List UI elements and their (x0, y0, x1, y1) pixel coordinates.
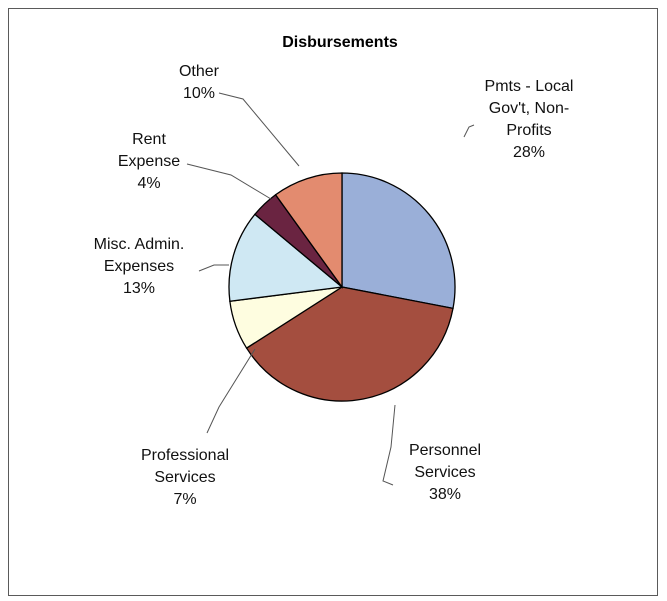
slice-label-6: Other 10% (179, 63, 220, 102)
leader-line-1 (463, 124, 475, 138)
leader-line-3 (206, 348, 256, 434)
pie-slices (228, 172, 456, 402)
leader-lines (186, 92, 475, 486)
slice-labels: Pmts - Local Gov't, Non-Profits 28% Personn… (94, 63, 574, 508)
pie-slice-1 (341, 172, 456, 310)
slice-label-2: Personnel Services 38% (409, 442, 481, 503)
slice-label-3: Professional Services 7% (141, 447, 229, 508)
pie-slice-4 (228, 213, 344, 303)
slice-label-4: Misc. Admin. Expenses 13% (94, 236, 185, 297)
slice-label-1: Pmts - Local Gov't, Non-Profits 28% (485, 78, 574, 161)
leader-line-2 (382, 404, 396, 486)
leader-line-4 (198, 264, 229, 272)
pie-chart: Disbursements Pmts - Local Gov't, Non-Pro… (94, 34, 574, 508)
pie-slice-6 (274, 172, 343, 290)
chart-frame: Disbursements Pmts - Local Gov't, Non-Pro… (8, 8, 658, 596)
leader-line-5 (186, 163, 272, 200)
leader-line-6 (218, 92, 300, 167)
chart-title: Disbursements (282, 34, 398, 51)
slice-label-5: Rent Expense 4% (118, 131, 180, 192)
